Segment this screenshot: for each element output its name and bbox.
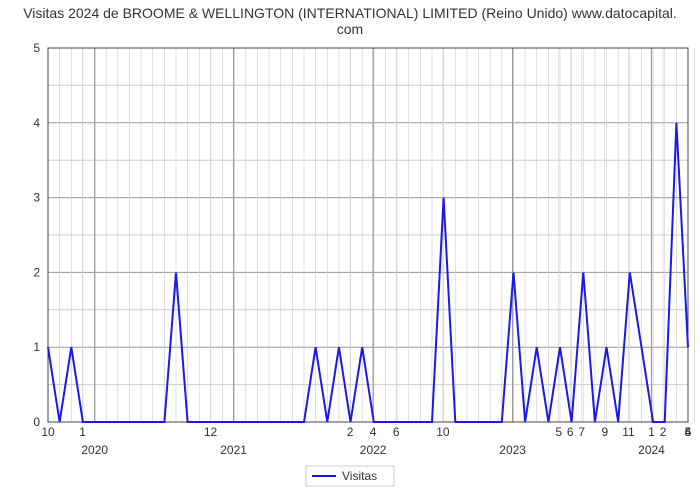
x-year-label: 2021 (220, 443, 247, 457)
x-tick-label: 10 (436, 425, 450, 439)
x-tick-label: 10 (41, 425, 55, 439)
x-tick-label: 6 (567, 425, 574, 439)
x-tick-label: 11 (622, 425, 635, 439)
chart-title-line1: Visitas 2024 de BROOME & WELLINGTON (INT… (23, 5, 677, 21)
y-tick-label: 5 (33, 41, 40, 55)
y-tick-label: 3 (33, 191, 40, 205)
x-tick-label: 4 (370, 425, 377, 439)
x-tick-label: 7 (578, 425, 585, 439)
x-tick-label: 2 (347, 425, 354, 439)
chart-legend: Visitas (306, 466, 394, 486)
visits-line-chart: Visitas 2024 de BROOME & WELLINGTON (INT… (0, 0, 700, 500)
y-tick-label: 1 (33, 340, 40, 354)
y-tick-label: 4 (33, 116, 40, 130)
x-tick-label: 6 (393, 425, 400, 439)
x-tick-label: 9 (601, 425, 608, 439)
x-year-label: 2020 (81, 443, 108, 457)
x-year-label: 2023 (499, 443, 526, 457)
x-tick-label: 2 (660, 425, 667, 439)
y-tick-label: 2 (33, 265, 40, 279)
x-tick-label: 1 (648, 425, 655, 439)
x-year-label: 2022 (360, 443, 387, 457)
x-tick-label: 6 (685, 425, 692, 439)
x-year-label: 2024 (638, 443, 665, 457)
x-tick-label: 1 (79, 425, 86, 439)
y-tick-label: 0 (33, 415, 40, 429)
legend-label: Visitas (342, 469, 377, 483)
x-tick-label: 12 (204, 425, 218, 439)
x-tick-label: 5 (555, 425, 562, 439)
chart-title-line2: com (337, 21, 363, 37)
